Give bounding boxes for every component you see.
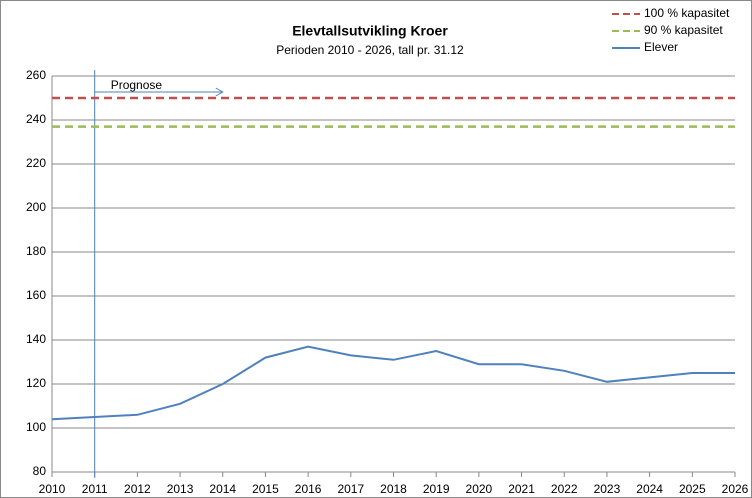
x-tick-label: 2017 xyxy=(337,482,364,496)
y-tick-label: 180 xyxy=(26,244,46,258)
chart-subtitle: Perioden 2010 - 2026, tall pr. 31.12 xyxy=(276,43,464,57)
legend-label: 100 % kapasitet xyxy=(644,6,730,20)
legend-label: Elever xyxy=(644,40,678,54)
x-tick-label: 2014 xyxy=(209,482,236,496)
y-tick-label: 220 xyxy=(26,156,46,170)
x-tick-label: 2025 xyxy=(679,482,706,496)
chart-title: Elevtallsutvikling Kroer xyxy=(292,23,448,39)
y-tick-label: 140 xyxy=(26,332,46,346)
x-tick-label: 2012 xyxy=(124,482,151,496)
y-tick-label: 260 xyxy=(26,68,46,82)
x-tick-label: 2024 xyxy=(636,482,663,496)
x-tick-label: 2019 xyxy=(423,482,450,496)
x-tick-label: 2018 xyxy=(380,482,407,496)
x-tick-label: 2011 xyxy=(82,482,108,496)
x-tick-label: 2013 xyxy=(167,482,194,496)
x-tick-label: 2015 xyxy=(252,482,279,496)
x-tick-label: 2016 xyxy=(295,482,322,496)
x-tick-label: 2022 xyxy=(551,482,578,496)
y-tick-label: 100 xyxy=(26,420,46,434)
y-tick-label: 80 xyxy=(33,464,47,478)
x-tick-label: 2020 xyxy=(466,482,493,496)
x-tick-label: 2010 xyxy=(39,482,66,496)
annotation-text: Prognose xyxy=(111,78,163,92)
y-tick-label: 240 xyxy=(26,112,46,126)
legend-label: 90 % kapasitet xyxy=(644,23,723,37)
annotation-arrowhead xyxy=(215,87,224,97)
x-tick-label: 2021 xyxy=(508,482,535,496)
x-tick-label: 2023 xyxy=(594,482,621,496)
x-tick-label: 2026 xyxy=(722,482,749,496)
y-tick-label: 160 xyxy=(26,288,46,302)
y-tick-label: 120 xyxy=(26,376,46,390)
series-line xyxy=(51,345,735,421)
y-tick-label: 200 xyxy=(26,200,46,214)
